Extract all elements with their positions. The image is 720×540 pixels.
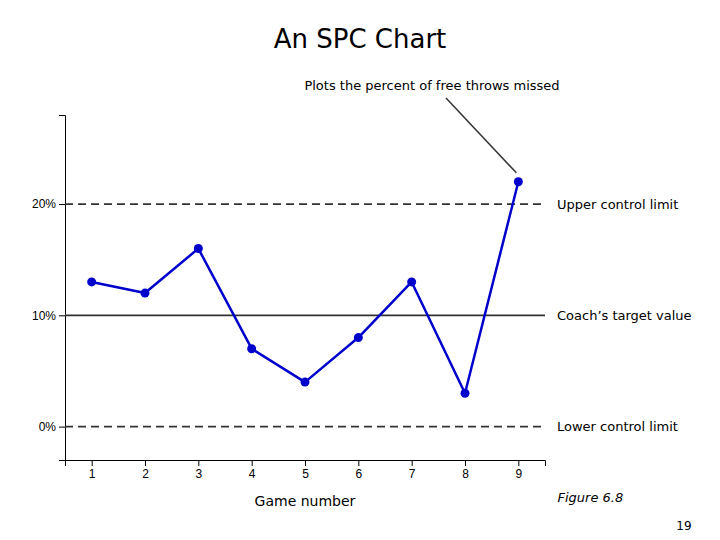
y-tick-label: 10%: [32, 309, 56, 323]
reference-line: [65, 314, 545, 316]
x-tick-label: 1: [89, 467, 96, 481]
data-line: [92, 182, 519, 393]
x-tick-label: 7: [409, 467, 416, 481]
reference-line: [65, 426, 545, 428]
chart: An SPC Chart 1 2 3 4 5 6 7 8 9 0% 10% 20% Game number…: [0, 0, 720, 540]
data-point: [194, 244, 203, 253]
x-tick-mark: [252, 460, 253, 466]
title: An SPC Chart: [274, 24, 447, 54]
x-tick: 9: [515, 460, 522, 481]
annotation-leader: [446, 98, 516, 173]
y-axis-line: [59, 116, 66, 461]
x-tick-mark: [305, 460, 306, 466]
data-point: [461, 389, 470, 398]
data-point: [141, 289, 150, 298]
y-tick-label: 0%: [39, 420, 57, 434]
reference-label: Upper control limit: [557, 197, 678, 212]
data-point: [247, 344, 256, 353]
reference-line: [65, 203, 545, 205]
data-point: [407, 277, 416, 286]
reference-label: Lower control limit: [557, 419, 678, 434]
x-tick: 7: [409, 460, 416, 481]
x-tick-label: 9: [515, 467, 522, 481]
x-tick-mark: [145, 460, 146, 466]
x-tick-mark: [518, 460, 519, 466]
x-axis-line: [66, 461, 546, 467]
x-tick-label: 2: [142, 467, 149, 481]
x-tick: 8: [462, 460, 469, 481]
x-tick-label: 4: [249, 467, 256, 481]
plot-area: [65, 177, 545, 426]
x-tick-mark: [92, 460, 93, 466]
x-tick: 2: [142, 460, 149, 481]
x-tick: 1: [89, 460, 96, 481]
x-tick-mark: [198, 460, 199, 466]
data-point: [514, 177, 523, 186]
x-tick-label: 8: [462, 467, 469, 481]
x-tick-mark: [465, 460, 466, 466]
x-tick: 3: [195, 460, 202, 481]
y-tick: 20%: [32, 197, 65, 211]
x-tick-mark: [412, 460, 413, 466]
reference-label: Coach’s target value: [557, 308, 692, 323]
x-tick: 6: [355, 460, 362, 481]
page-number: 19: [676, 519, 691, 533]
x-tick-label: 5: [302, 467, 309, 481]
x-tick: 4: [249, 460, 256, 481]
y-tick-mark: [59, 315, 65, 316]
x-axis-title: Game number: [255, 493, 356, 509]
x-axis: 1 2 3 4 5 6 7 8 9: [66, 460, 546, 481]
x-tick: 5: [302, 460, 309, 481]
data-point: [87, 277, 96, 286]
x-tick-mark: [358, 460, 359, 466]
x-tick-label: 3: [195, 467, 202, 481]
y-tick: 10%: [32, 309, 65, 323]
figure-label: Figure 6.8: [558, 490, 624, 505]
y-axis: 0% 10% 20%: [32, 116, 66, 461]
data-point: [301, 378, 310, 387]
y-tick-mark: [59, 427, 65, 428]
y-tick-label: 20%: [32, 197, 56, 211]
y-tick-mark: [59, 204, 65, 205]
x-tick-label: 6: [355, 467, 362, 481]
subtitle: Plots the percent of free throws missed: [304, 78, 559, 93]
y-tick: 0%: [39, 420, 65, 434]
data-point: [354, 333, 363, 342]
